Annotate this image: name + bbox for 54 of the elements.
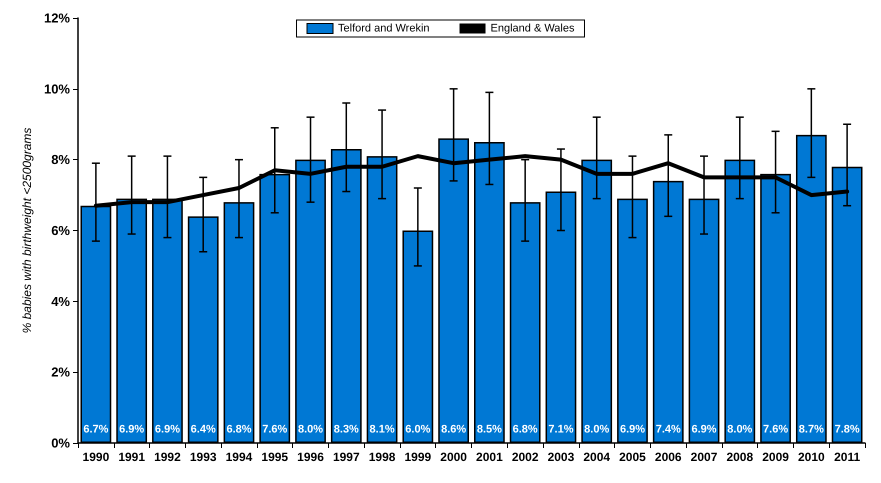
x-tick-label: 1993: [190, 450, 217, 464]
data-label: 7.8%: [834, 424, 860, 436]
data-label: 8.1%: [370, 424, 395, 436]
data-label: 7.6%: [262, 424, 288, 436]
legend-label: Telford and Wrekin: [338, 22, 430, 34]
x-tick-label: 2011: [834, 450, 860, 464]
x-tick-label: 2007: [690, 450, 718, 464]
data-label: 8.0%: [584, 424, 610, 436]
y-tick-label: 10%: [44, 81, 70, 96]
y-tick-label: 4%: [51, 294, 70, 309]
x-tick-label: 2004: [583, 450, 610, 464]
data-label: 6.9%: [119, 424, 144, 436]
x-tick-label: 1991: [118, 450, 146, 464]
y-tick-label: 6%: [51, 223, 70, 238]
data-label: 7.1%: [548, 424, 574, 436]
data-label: 7.4%: [656, 424, 681, 436]
y-tick-label: 2%: [51, 364, 70, 380]
x-tick-label: 1995: [261, 450, 288, 464]
y-tick-label: 12%: [44, 10, 70, 26]
x-tick-label: 1990: [82, 450, 110, 464]
y-tick-label: 8%: [51, 152, 70, 168]
x-tick-label: 2001: [476, 450, 504, 464]
data-label: 8.0%: [298, 424, 324, 436]
y-tick-label: 0%: [51, 436, 70, 450]
data-label: 7.6%: [763, 424, 788, 436]
x-tick-label: 1996: [297, 450, 324, 464]
x-tick-label: 2008: [726, 450, 754, 464]
data-label: 6.8%: [512, 424, 538, 436]
data-label: 6.4%: [190, 424, 216, 436]
data-label: 6.8%: [226, 424, 252, 436]
data-label: 6.0%: [405, 424, 431, 436]
data-label: 6.9%: [154, 424, 180, 436]
x-tick-label: 2009: [762, 450, 790, 464]
data-label: 6.7%: [83, 424, 109, 436]
x-tick-label: 2002: [512, 450, 539, 464]
x-tick-label: 2005: [619, 450, 646, 464]
data-label: 6.9%: [691, 424, 717, 436]
x-tick-label: 1997: [332, 450, 360, 464]
data-label: 8.5%: [476, 424, 502, 436]
x-tick-label: 1998: [368, 450, 396, 464]
data-label: 6.9%: [620, 424, 646, 436]
data-label: 8.6%: [441, 424, 466, 436]
data-label: 8.0%: [727, 424, 753, 436]
x-tick-label: 2006: [654, 450, 682, 464]
x-tick-label: 2003: [548, 450, 575, 464]
legend-label: England & Wales: [490, 22, 575, 34]
y-axis-title: % babies with birthweight <2500grams: [20, 128, 34, 334]
data-label: 8.7%: [798, 424, 824, 436]
x-tick-label: 1992: [154, 450, 182, 464]
data-label: 8.3%: [334, 424, 360, 436]
x-tick-label: 2010: [798, 450, 826, 464]
x-tick-label: 1999: [404, 450, 432, 464]
x-tick-label: 1994: [226, 450, 253, 464]
x-tick-label: 2000: [440, 450, 468, 464]
